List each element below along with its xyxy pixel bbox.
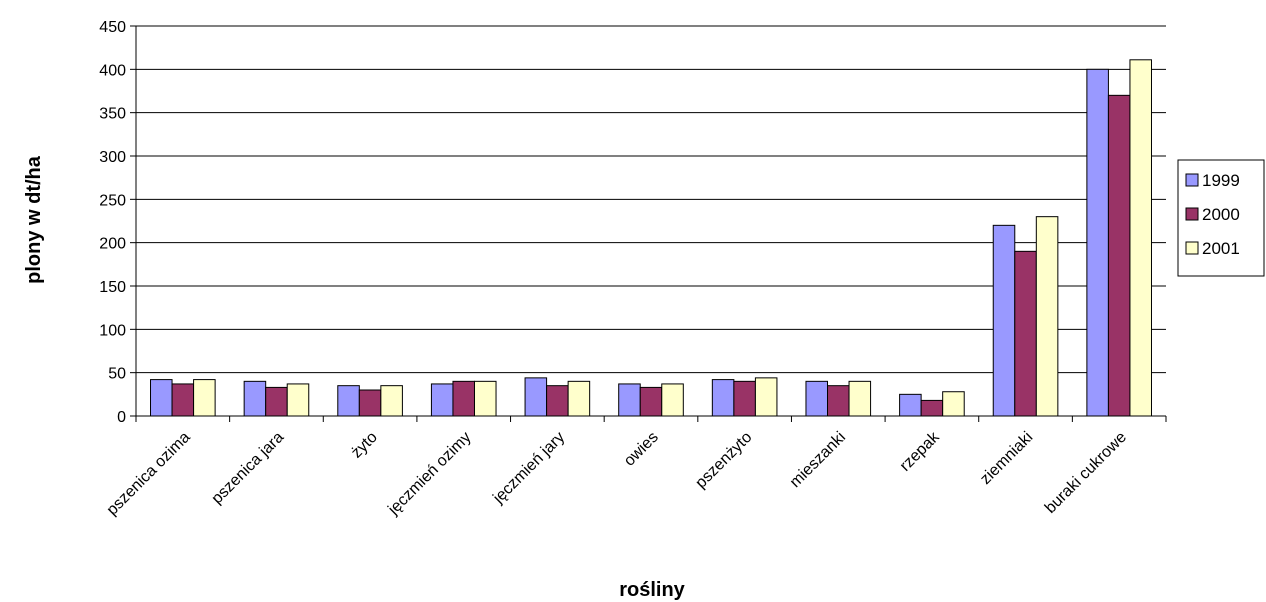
x-tick-label: jęczmień jary [489,429,568,508]
bar-2001 [848,380,872,417]
bar-1999 [150,379,173,417]
axes [130,25,1167,422]
legend-label-1999: 1999 [1202,171,1240,190]
legend-swatch-2000 [1185,207,1199,221]
bar-1999 [337,385,360,417]
x-tick-label: pszenżyto [692,429,755,492]
bar-2000 [358,389,382,417]
bar-2001 [661,383,684,417]
bar-2000 [733,380,756,417]
bar-2000 [639,386,663,417]
y-tick-label: 200 [99,236,126,253]
bar-2001 [942,391,965,417]
x-tick-label: pszenica ozima [104,429,194,519]
bars [150,59,1152,417]
bar-1999 [618,383,641,417]
x-tick-label: ziemniaki [977,429,1036,488]
bar-2000 [1107,94,1131,417]
gridlines [136,25,1166,374]
bar-2001 [1035,216,1059,417]
y-tick-label: 100 [99,322,126,339]
x-tick-label: buraki cukrowe [1042,429,1130,517]
legend-label-2001: 2001 [1202,239,1240,258]
y-tick-label: 150 [99,279,126,296]
legend-swatch-1999 [1185,173,1199,187]
bar-1999 [899,393,922,417]
x-tick-label: rzepak [897,428,944,475]
bar-2000 [265,386,288,417]
bar-2000 [1014,250,1037,417]
legend-swatch-2001 [1185,241,1199,255]
bar-2001 [473,380,497,417]
bar-2000 [452,380,475,417]
x-axis-title: rośliny [619,579,685,601]
bar-2001 [567,380,591,417]
bar-2001 [1129,59,1152,417]
legend-label-2000: 2000 [1202,205,1240,224]
y-tick-label: 450 [99,19,126,36]
bar-2001 [286,383,310,417]
y-tick-label: 300 [99,149,126,166]
x-tick-label: jęczmień ozimy [384,429,474,519]
bar-1999 [430,383,454,417]
bar-2000 [546,385,569,417]
x-tick-label: owies [621,429,662,470]
bar-1999 [805,380,829,417]
bar-1999 [243,380,267,417]
x-tick-labels: pszenica ozima pszenica jara żyto jęczmień … [104,428,1130,519]
y-tick-label: 250 [99,192,126,209]
y-axis-title: plony w dt/ha [23,155,45,284]
x-tick-label: mieszanki [787,429,849,491]
y-tick-label: 50 [108,366,126,383]
y-tick-label: 0 [117,409,126,426]
bar-2000 [827,385,850,417]
bar-2001 [380,385,403,417]
bar-2001 [754,377,778,417]
x-tick-label: żyto [348,429,381,462]
bar-1999 [524,377,548,417]
bar-2001 [193,379,216,417]
bar-2000 [920,399,944,417]
bar-2000 [171,383,195,417]
bar-1999 [711,379,735,417]
bar-1999 [1086,68,1109,417]
bar-1999 [992,224,1016,417]
y-tick-labels: 0 50 100 150 200 250 300 350 400 450 [99,19,126,426]
legend: 1999 2000 2001 [1177,159,1265,277]
x-tick-label: pszenica jara [209,429,288,508]
y-tick-label: 350 [99,106,126,123]
y-tick-label: 400 [99,62,126,79]
